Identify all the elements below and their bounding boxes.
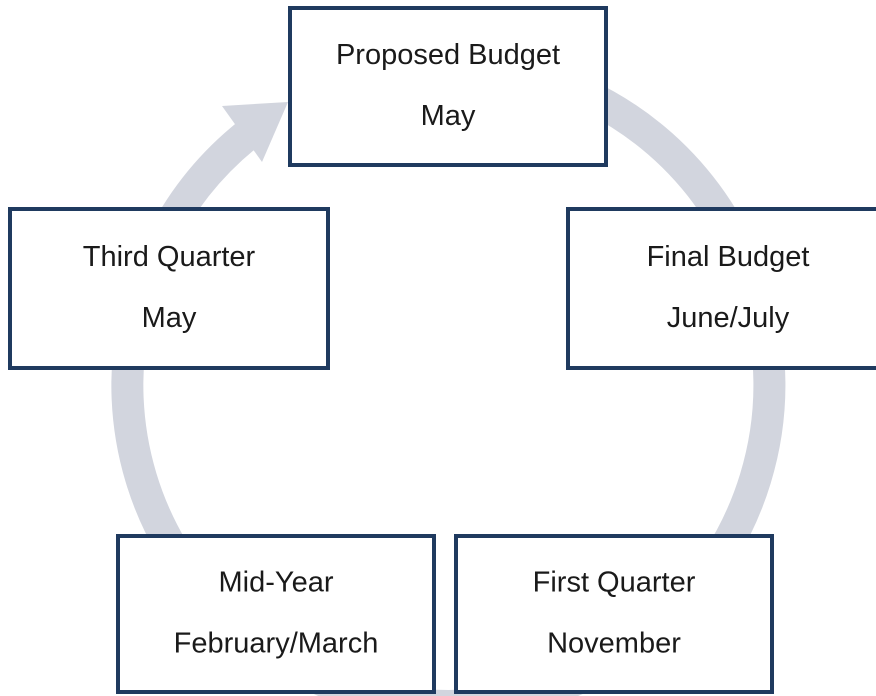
stage-date: November [547, 628, 681, 660]
stage-box [116, 534, 436, 694]
stage-label: First Quarter [533, 567, 696, 599]
cycle-arrowhead [222, 102, 288, 162]
stage-label: Mid-Year [219, 567, 334, 599]
stage-label: Proposed Budget [336, 39, 560, 71]
stage-box [8, 207, 330, 370]
stage-date: June/July [667, 302, 790, 334]
stage-box [566, 207, 876, 370]
stage-date: May [421, 100, 476, 132]
stage-date: February/March [174, 628, 379, 660]
nodes: Proposed Budget May Final Budget June/July F… [8, 6, 876, 694]
stage-date: May [142, 302, 197, 334]
stage-label: Final Budget [647, 241, 810, 273]
stage-box [454, 534, 774, 694]
stage-box [288, 6, 608, 167]
stage-label: Third Quarter [83, 241, 256, 273]
